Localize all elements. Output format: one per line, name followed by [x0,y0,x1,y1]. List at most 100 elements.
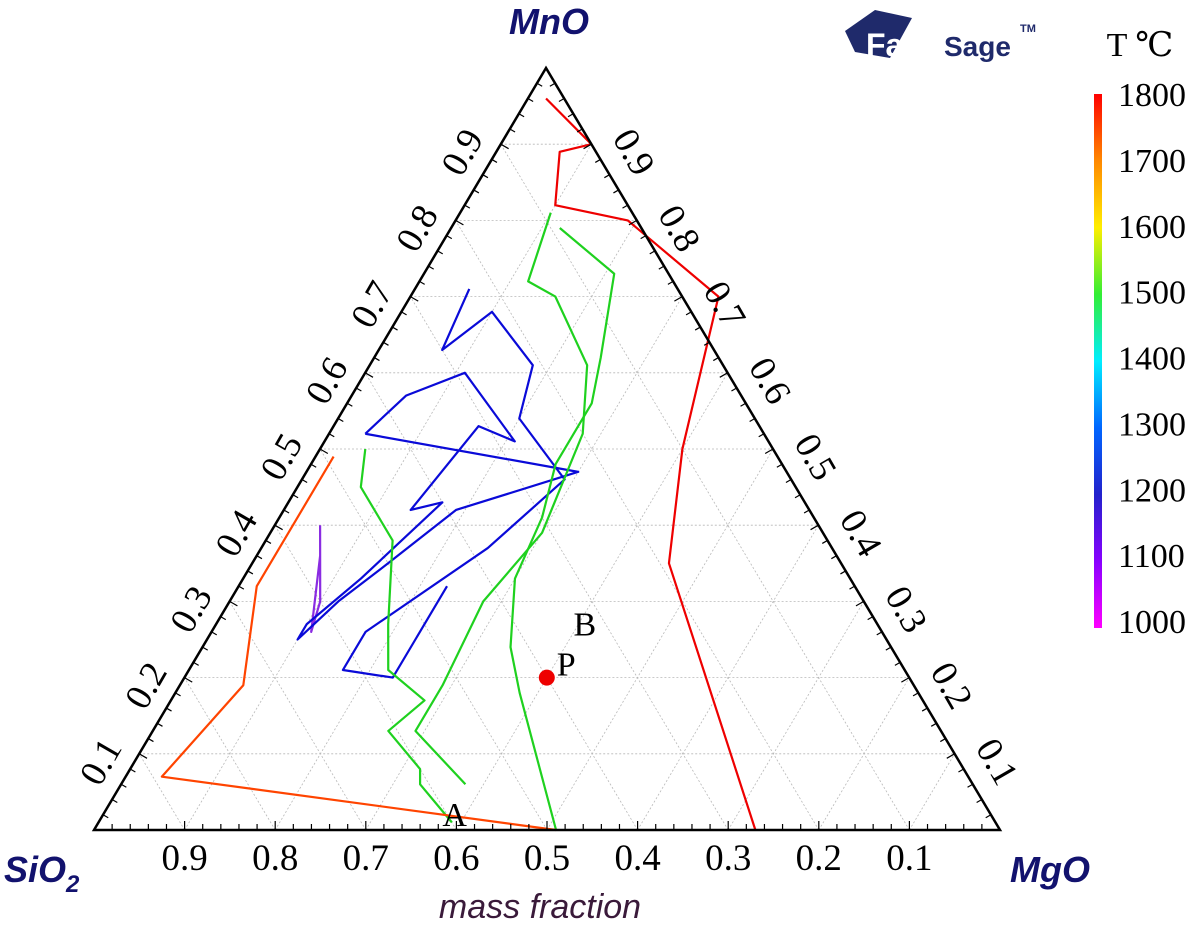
bottom-tick-label: 0.6 [433,838,479,879]
tick-mark [147,738,154,743]
corner-label-sio2: SiO2 [4,849,80,898]
tick-mark [876,631,883,636]
isotherm-contours [160,97,757,832]
point-label-p: P [557,647,576,684]
tick-mark [473,189,480,194]
corner-label-mgo: MgO [1010,849,1090,890]
bottom-tick-label: 0.4 [614,838,660,879]
tick-mark [831,555,837,560]
bottom-tick-label: 0.5 [524,838,570,879]
ternary-tick-marks [102,82,992,830]
gridline-mgo [365,296,683,831]
corner-label-mno: MnO [509,1,589,42]
tick-mark [785,478,792,484]
tick-mark [401,311,407,316]
ternary-frame [91,65,1003,832]
gridline-mgo [184,143,592,831]
colorbar-label: 1400 [1118,341,1186,378]
gridline-mgo [727,601,865,831]
tick-mark [685,311,692,316]
tick-mark [184,677,193,683]
right-tick-label: 0.8 [649,198,708,259]
colorbar-label: 1700 [1118,143,1186,180]
tick-mark [138,753,148,759]
tick-mark [776,463,783,468]
tick-mark [482,174,489,179]
tick-mark [803,509,810,514]
gridline-sio2 [410,296,729,831]
bottom-tick-label: 0.1 [886,838,932,879]
tick-mark [985,814,992,819]
logo-trademark: TM [1020,23,1036,35]
tick-mark [667,280,674,285]
tick-mark [849,585,856,590]
gridline-sio2 [274,524,457,831]
tick-mark [337,417,344,423]
tick-mark [536,82,543,87]
gridline-sio2 [500,143,910,831]
axis-label-mass-fraction: mass fraction [439,888,641,926]
gridline-mgo [637,524,819,831]
right-tick-label: 0.1 [967,732,1026,793]
tick-mark [694,326,701,331]
isotherm-1500 [359,448,453,824]
tick-mark [713,357,719,362]
right-tick-label: 0.9 [604,122,663,183]
tick-mark [583,143,592,150]
tick-mark [238,585,245,590]
tick-mark [319,448,329,455]
tick-mark [518,113,525,118]
bottom-tick-label: 0.2 [796,838,842,879]
tick-mark [674,296,683,302]
tick-mark [946,753,955,759]
tick-mark [256,555,263,560]
tick-mark [594,158,601,163]
colorbar-label: 1300 [1118,406,1186,443]
bottom-tick-label: 0.9 [161,838,207,879]
tick-mark [628,219,638,226]
tick-mark [658,265,665,270]
tick-mark [120,783,127,788]
tick-mark [111,798,118,804]
tick-mark [940,738,946,743]
tick-mark [930,722,937,727]
tick-mark [885,646,892,651]
tick-mark [840,570,846,575]
colorbar-label: 1800 [1118,77,1186,114]
tick-mark [500,143,509,150]
right-tick-label: 0.5 [786,427,845,488]
isotherm-1600 [509,227,616,831]
tick-mark [310,463,317,468]
point-marker-p [538,669,555,686]
tick-mark [346,402,353,407]
tick-mark [455,219,464,226]
tick-mark [419,280,425,285]
right-tick-label: 0.2 [922,656,981,717]
colorbar-scale [1094,94,1102,628]
sio2-main: SiO [4,849,66,890]
sio2-subscript: 2 [65,871,80,898]
tick-mark [283,509,290,514]
tick-mark [821,539,828,544]
tick-mark [129,768,136,773]
tick-mark [613,189,619,194]
tick-mark [527,97,534,103]
gridline-sio2 [184,677,276,831]
colorbar-label: 1100 [1118,538,1185,575]
gridline-mgo [546,448,774,831]
tick-mark [437,250,444,255]
tick-mark [901,677,910,683]
isotherm-1700 [160,456,557,832]
tick-mark [967,783,974,788]
tick-mark [328,433,335,438]
isotherm-1200 [296,371,580,641]
tick-mark [364,372,374,378]
colorbar-label: 1200 [1118,472,1186,509]
tick-mark [749,417,756,423]
gridline-mgo [909,753,955,831]
tick-mark [156,722,163,727]
tick-mark [193,661,199,666]
tick-mark [410,296,419,302]
isotherm-1800 [545,97,757,831]
tick-mark [622,204,629,209]
